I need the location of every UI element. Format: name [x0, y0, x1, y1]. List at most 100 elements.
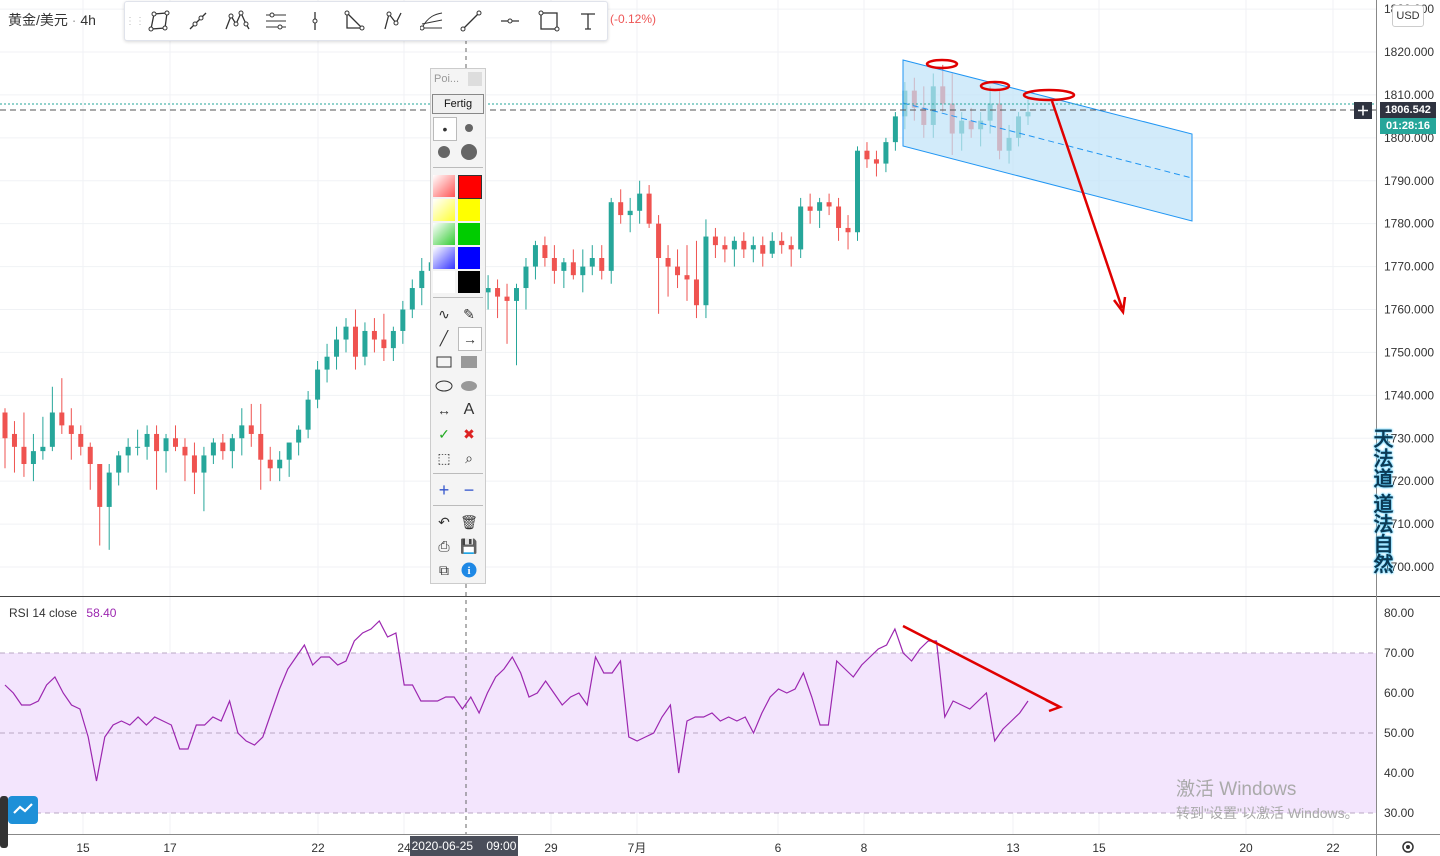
candle-body	[381, 339, 387, 349]
color-yellow-light[interactable]	[433, 199, 455, 221]
candle-body	[220, 442, 226, 452]
trend-line-icon[interactable]	[451, 3, 490, 39]
rect-icon[interactable]	[529, 3, 568, 39]
candle-body	[551, 258, 557, 271]
candle-body	[210, 442, 216, 456]
price-tick-label: 1780.000	[1384, 217, 1434, 231]
freehand-icon[interactable]: ∿	[438, 305, 450, 322]
rect-filled-icon[interactable]	[458, 351, 480, 373]
symbol-header[interactable]: 黄金/美元 · 4h	[8, 12, 96, 28]
price-tick-label: 1790.000	[1384, 174, 1434, 188]
line-segment-icon[interactable]	[178, 3, 217, 39]
candle-body	[731, 240, 737, 250]
candle-body	[523, 266, 529, 289]
candle-body	[87, 446, 93, 464]
color-green[interactable]	[458, 223, 480, 245]
tradingview-logo-icon[interactable]	[8, 796, 38, 824]
candle-body	[267, 459, 273, 469]
color-green-light[interactable]	[433, 223, 455, 245]
candle-body	[201, 455, 207, 473]
double-arrow-icon[interactable]: ↔	[437, 402, 451, 418]
candle-body	[646, 193, 652, 224]
fib-fan-icon[interactable]	[412, 3, 451, 39]
dot-size-xlarge-icon[interactable]	[458, 141, 480, 163]
minus-icon[interactable]: −	[463, 479, 475, 500]
candle-body	[239, 425, 245, 439]
vertical-line-icon[interactable]	[295, 3, 334, 39]
drag-handle[interactable]: ⋮⋮	[125, 15, 145, 27]
candle-body	[419, 270, 425, 289]
candle-body	[722, 245, 728, 250]
color-blue-light[interactable]	[433, 247, 455, 269]
plus-icon[interactable]: +	[438, 479, 450, 500]
candle-body	[49, 412, 55, 447]
pattern-icon[interactable]	[217, 3, 256, 39]
price-tick-label: 1720.000	[1384, 474, 1434, 488]
dot-size-large-icon[interactable]	[433, 141, 455, 163]
checkmark-icon[interactable]: ✓	[438, 425, 450, 442]
price-tick-label: 1740.000	[1384, 388, 1434, 402]
candle-body	[97, 464, 103, 507]
polyline-icon[interactable]	[373, 3, 412, 39]
cross-icon[interactable]: ✖	[463, 425, 475, 442]
ellipse-filled-icon[interactable]	[458, 375, 480, 397]
color-red-light[interactable]	[433, 175, 455, 197]
ellipse-outline-icon[interactable]	[433, 375, 455, 397]
arrow-tool-icon[interactable]: →	[458, 327, 482, 351]
color-red[interactable]	[458, 175, 482, 199]
candle-body	[684, 275, 690, 280]
rsi-legend[interactable]: RSI 14 close 58.40	[9, 606, 116, 620]
copy-icon[interactable]: ⧉	[439, 561, 449, 578]
watermark-line1: 激活 Windows	[1176, 779, 1297, 800]
rsi-divergence-arrow	[902, 624, 1059, 708]
price-tick-label: 1820.000	[1384, 45, 1434, 59]
candle-body	[409, 288, 415, 310]
eraser-icon[interactable]: ✎	[463, 305, 475, 322]
rsi-tick-label: 60.00	[1384, 686, 1414, 700]
candle-body	[741, 240, 747, 250]
candle-body	[618, 202, 624, 216]
candle-body	[343, 326, 349, 340]
color-black[interactable]	[458, 271, 480, 293]
svg-text:i: i	[467, 565, 470, 577]
candle-body	[675, 266, 681, 276]
palette-close-button[interactable]	[468, 72, 482, 86]
rsi-arrowhead	[1045, 698, 1064, 713]
currency-button[interactable]: USD	[1392, 5, 1424, 27]
text-a-icon[interactable]: A	[463, 401, 475, 418]
time-tick-label: 15	[76, 841, 90, 855]
candle-body	[599, 258, 605, 271]
dot-size-small-icon[interactable]: •	[433, 117, 457, 141]
horizontal-line-icon[interactable]	[490, 3, 529, 39]
text-tool-icon[interactable]	[568, 3, 607, 39]
crosshair-date-badge: 2020-06-25 09:00	[410, 836, 518, 856]
trash-icon[interactable]: 🗑	[460, 513, 478, 530]
left-handle[interactable]	[0, 796, 8, 848]
candle-body	[125, 446, 131, 456]
zoom-area-icon[interactable]: ⌕	[465, 449, 473, 466]
select-area-icon[interactable]: ⬚	[437, 449, 451, 466]
rectangle-draw-icon[interactable]	[139, 3, 178, 39]
print-icon[interactable]: ⎙	[438, 537, 450, 554]
parallel-channel-icon[interactable]	[256, 3, 295, 39]
rect-outline-icon[interactable]	[433, 351, 455, 373]
line-tool-icon[interactable]: ╱	[439, 329, 449, 346]
info-icon[interactable]: i	[458, 559, 480, 581]
candle-body	[873, 159, 879, 164]
save-icon[interactable]: 💾	[460, 537, 478, 554]
settings-gear-icon[interactable]	[1402, 841, 1414, 853]
parallel-channel	[902, 59, 1193, 222]
candle-body	[2, 412, 8, 439]
rsi-line	[4, 620, 1029, 782]
candle-body	[788, 245, 794, 250]
undo-icon[interactable]: ↶	[438, 513, 450, 530]
triangle-draw-icon[interactable]	[334, 3, 373, 39]
candle-body	[191, 455, 197, 473]
color-blue[interactable]	[458, 247, 480, 269]
color-white[interactable]	[433, 271, 455, 293]
done-button[interactable]: Fertig	[432, 94, 484, 114]
color-yellow[interactable]	[458, 199, 480, 221]
change-percent: (-0.12%)	[610, 12, 657, 26]
dot-size-medium-icon[interactable]	[458, 117, 480, 139]
